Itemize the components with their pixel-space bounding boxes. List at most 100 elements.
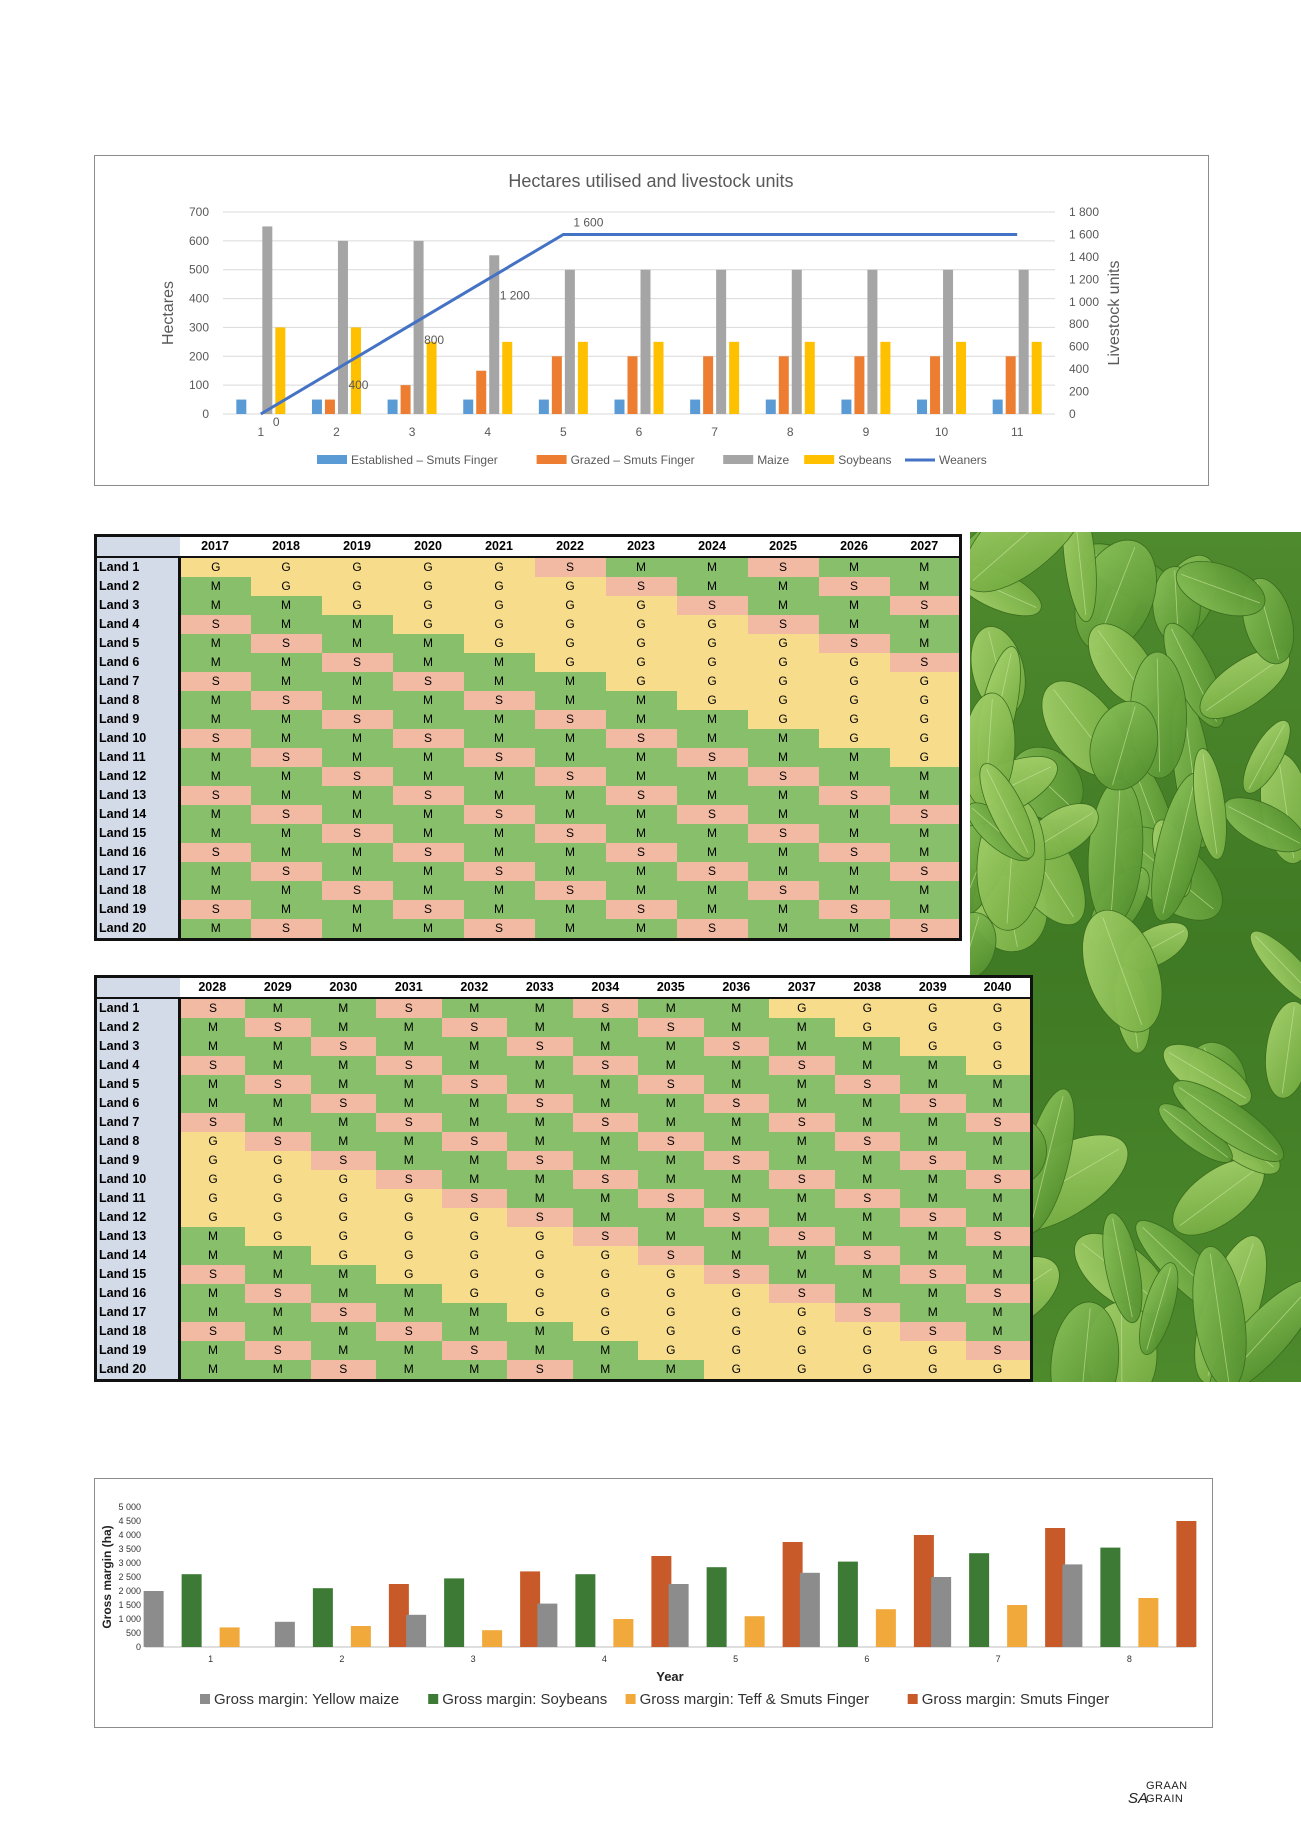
crop-cell: S [572,1056,638,1075]
x-tick-label: 7 [711,425,718,439]
crop-cell: M [965,1265,1031,1284]
crop-cell: M [676,900,748,919]
leaf-vein [1168,1052,1247,1099]
land-label: Land 20 [95,919,181,940]
crop-cell: G [245,1208,311,1227]
crop-cell: M [321,843,393,862]
table-row: Land 17 M M S M M G G G G G S M M [95,1303,1031,1322]
leaf-vein [1156,658,1161,772]
crop-cell: G [179,1132,245,1151]
bar-gross-margin-teff-smuts-finger [350,1626,371,1647]
crop-cell: M [676,577,748,596]
crop-cell: G [889,691,961,710]
crop-cell: M [250,824,322,843]
crop-cell: M [638,1094,704,1113]
legend-label: Gross margin: Soybeans [442,1691,607,1708]
year-header: 2019 [321,535,393,558]
crop-cell: M [676,729,748,748]
crop-cell: M [507,1341,573,1360]
crop-cell: G [747,710,819,729]
x-tick-label: 2 [339,1654,344,1664]
crop-cell: M [310,1056,376,1075]
crop-cell: M [250,843,322,862]
bar-grazed-smuts-finger [324,399,335,414]
leaf-vein [970,916,980,976]
crop-cell: G [769,998,835,1018]
crop-cell: M [703,1018,769,1037]
crop-cell: G [310,1208,376,1227]
crop-cell: M [534,691,606,710]
crop-cell: M [703,1227,769,1246]
crop-cell: M [179,1360,245,1381]
crop-cell: M [179,1303,245,1322]
crop-cell: M [747,596,819,615]
y-tick-label: 2 500 [118,1572,141,1582]
crop-cell: M [818,596,890,615]
crop-cell: S [392,900,464,919]
crop-cell: M [676,881,748,900]
legend-swatch [907,1694,918,1704]
leaf-vein [1030,1096,1064,1226]
land-label: Land 6 [95,653,181,672]
crop-cell: S [392,672,464,691]
crop-cell: M [834,1227,900,1246]
crop-cell: G [179,1151,245,1170]
logo-sa: SA [1128,1790,1149,1807]
crop-cell: M [245,1265,311,1284]
crop-cell: G [965,998,1031,1018]
crop-cell: M [376,1360,442,1381]
crop-cell: S [441,1189,507,1208]
y2-tick-label: 1 600 [1069,227,1099,241]
crop-cell: M [250,881,322,900]
logo-grain: GRAIN [1146,1793,1184,1805]
table-row: Land 19 S M M S M M S M M S M [95,900,961,919]
crop-cell: S [179,786,251,805]
legend-label: Gross margin: Teff & Smuts Finger [640,1691,870,1708]
crop-cell: G [605,596,677,615]
year-header: 2026 [818,535,890,558]
crop-cell: G [965,1360,1031,1381]
crop-cell: M [321,634,393,653]
crop-cell: M [818,824,890,843]
leaf-vein [1179,1168,1258,1227]
crop-cell: G [703,1284,769,1303]
crop-cell: G [310,1170,376,1189]
leaf-vein [1202,754,1218,854]
legend-swatch [317,455,347,464]
crop-cell: M [572,1132,638,1151]
land-label: Land 19 [95,900,181,919]
bar-gross-margin-teff-smuts-finger [875,1609,896,1647]
crop-cell: S [245,1132,311,1151]
crop-cell: M [507,1113,573,1132]
bar-grazed-smuts-finger [930,356,941,414]
x-tick-label: 4 [602,1654,607,1664]
crop-cell: M [463,767,535,786]
crop-cell: G [605,653,677,672]
crop-cell: S [605,843,677,862]
bar-maize [867,269,878,414]
crop-cell: M [900,1132,966,1151]
crop-cell: M [572,1208,638,1227]
bar-gross-margin-smuts-finger [520,1571,541,1647]
crop-cell: M [376,1018,442,1037]
crop-cell: G [376,1265,442,1284]
bar-maize [564,269,575,414]
crop-cell: M [250,615,322,634]
land-label: Land 10 [95,1170,181,1189]
crop-cell: S [463,862,535,881]
bar-gross-margin-soybeans [837,1561,858,1647]
land-label: Land 13 [95,1227,181,1246]
year-header: 2020 [392,535,464,558]
crop-cell: G [441,1227,507,1246]
bar-grazed-smuts-finger [400,385,411,414]
year-header: 2018 [250,535,322,558]
crop-cell: M [321,919,393,940]
bar-established-smuts-finger [992,399,1003,414]
table-row: Land 16 M S M M G G G G G S M M S [95,1284,1031,1303]
crop-cell: M [605,881,677,900]
y-axis-label: Hectares [160,281,177,345]
crop-cell: M [889,615,961,634]
